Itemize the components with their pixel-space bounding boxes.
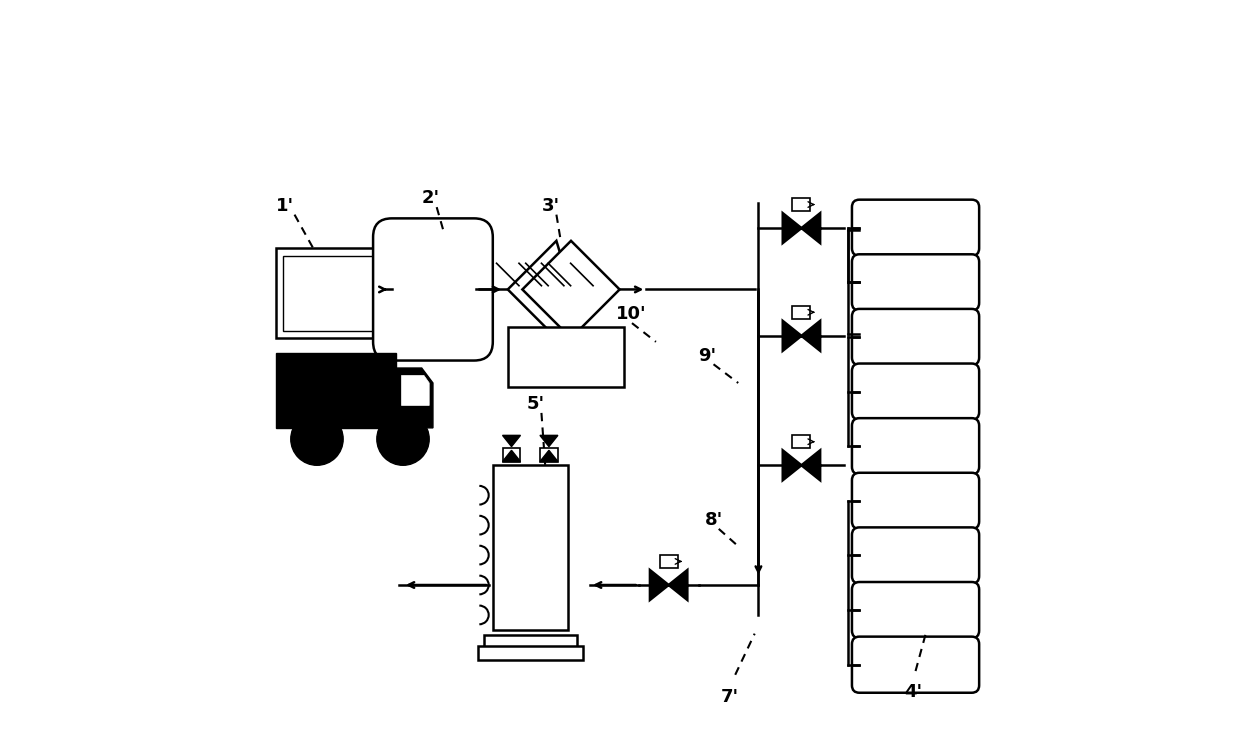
Polygon shape: [539, 451, 558, 462]
FancyBboxPatch shape: [373, 219, 492, 360]
Text: 2': 2': [422, 189, 440, 207]
Polygon shape: [801, 451, 820, 480]
FancyBboxPatch shape: [539, 448, 558, 462]
Text: 9': 9': [698, 346, 717, 364]
Text: 4': 4': [904, 683, 923, 701]
Text: 5': 5': [527, 395, 544, 413]
FancyBboxPatch shape: [852, 255, 980, 310]
FancyBboxPatch shape: [792, 306, 811, 319]
FancyBboxPatch shape: [852, 637, 980, 692]
FancyBboxPatch shape: [507, 327, 624, 387]
FancyBboxPatch shape: [477, 647, 583, 660]
FancyBboxPatch shape: [502, 448, 521, 462]
Polygon shape: [801, 321, 820, 351]
FancyBboxPatch shape: [492, 466, 568, 630]
Text: 1': 1': [275, 197, 294, 215]
Polygon shape: [507, 241, 570, 338]
FancyBboxPatch shape: [283, 256, 373, 330]
Circle shape: [291, 413, 343, 466]
FancyBboxPatch shape: [660, 555, 677, 569]
FancyBboxPatch shape: [792, 198, 811, 211]
Polygon shape: [539, 436, 558, 447]
Polygon shape: [801, 213, 820, 243]
FancyBboxPatch shape: [852, 363, 980, 420]
Polygon shape: [650, 570, 668, 600]
Polygon shape: [668, 570, 687, 600]
Polygon shape: [782, 213, 801, 243]
Polygon shape: [396, 368, 433, 428]
FancyBboxPatch shape: [792, 435, 811, 448]
FancyBboxPatch shape: [852, 527, 980, 584]
FancyBboxPatch shape: [484, 635, 577, 649]
FancyBboxPatch shape: [852, 582, 980, 638]
FancyBboxPatch shape: [275, 249, 381, 338]
Text: 7': 7': [720, 689, 739, 707]
Text: 10': 10': [616, 306, 647, 324]
Text: 8': 8': [706, 511, 724, 529]
Text: 3': 3': [542, 197, 559, 215]
FancyBboxPatch shape: [852, 418, 980, 475]
FancyBboxPatch shape: [852, 200, 980, 256]
Polygon shape: [782, 451, 801, 480]
Polygon shape: [782, 321, 801, 351]
Text: 6': 6': [289, 371, 306, 389]
Polygon shape: [502, 451, 521, 462]
FancyBboxPatch shape: [852, 309, 980, 365]
Polygon shape: [402, 376, 429, 406]
FancyBboxPatch shape: [852, 473, 980, 529]
Polygon shape: [275, 353, 396, 428]
Polygon shape: [522, 241, 620, 338]
Polygon shape: [502, 436, 521, 447]
Circle shape: [377, 413, 429, 466]
